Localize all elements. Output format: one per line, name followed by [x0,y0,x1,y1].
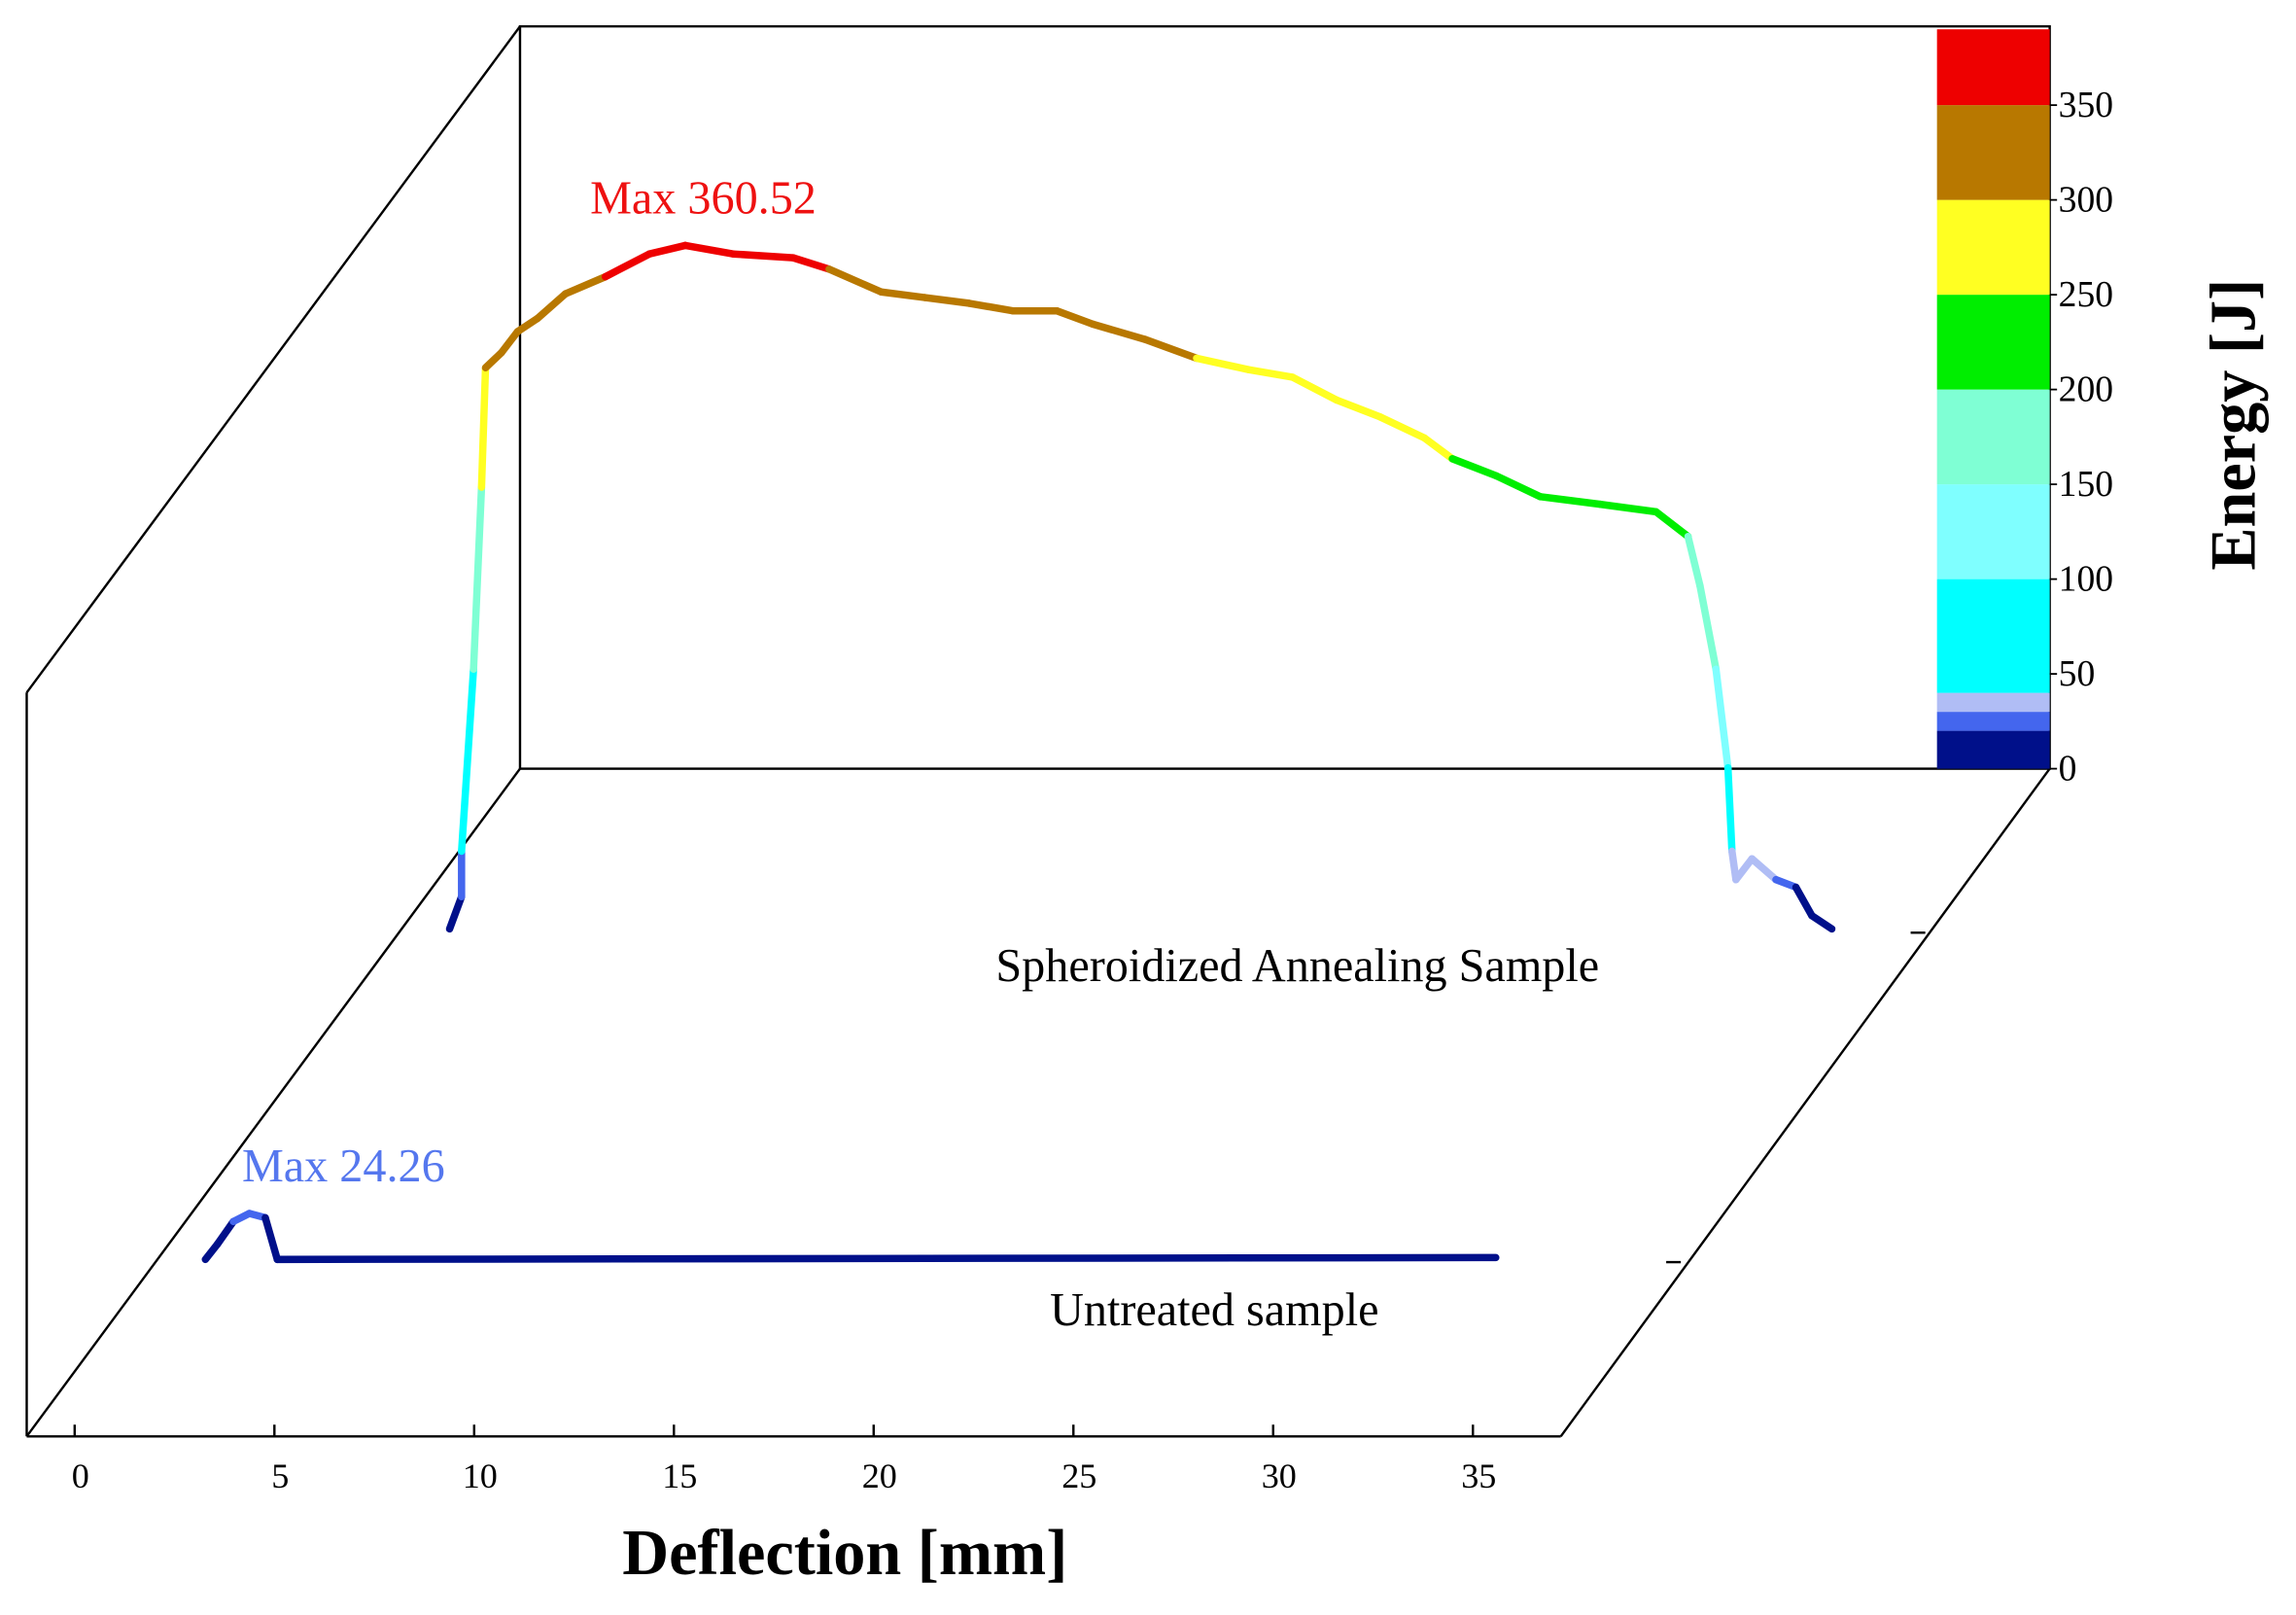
curve-segment [1448,455,1501,480]
colorbar-tick-label: 350 [2059,85,2113,125]
curve-segment [534,290,570,323]
curve-segment [481,348,505,371]
colorbar-label: Energy [J] [2198,279,2269,571]
curve-segment [1732,855,1757,884]
curve-segment [498,328,522,357]
curve-segment [1696,581,1721,674]
x-tick-label: 25 [1061,1457,1096,1495]
curve-segment [1333,396,1384,421]
frame-edge [25,25,521,694]
colorbar-tick-label: 200 [2059,369,2113,410]
curve-segment [1420,434,1456,463]
curve-segment [645,241,689,258]
colorbar-tick-label: 250 [2059,274,2113,315]
curve-segment [602,250,653,281]
max-annotation: Max 360.52 [590,172,817,224]
curve-segment [1288,373,1340,404]
x-tick-label: 35 [1461,1457,1496,1495]
curve-segment [513,314,541,335]
curve-segment [825,265,886,296]
colorbar-band [1936,579,2050,693]
curve-segment [458,665,477,856]
curve-segment [445,893,466,933]
colorbar-band [1936,484,2050,579]
curve-segment [1140,335,1200,363]
curve-segment [681,241,738,258]
curve-segment [1792,883,1816,920]
x-tick-label: 0 [72,1457,89,1495]
colorbar-band [1936,199,2050,296]
colorbar-band [1936,389,2050,485]
frame-edge [25,767,521,1437]
curve-segment [1712,665,1732,772]
curve-segment [470,483,486,674]
back-wall [518,24,2051,770]
colorbar-band [1936,730,2050,769]
curve-segment [1748,855,1780,884]
curve-segment [729,250,797,262]
curve-segment [1808,911,1836,933]
x-tick-label: 30 [1262,1457,1297,1495]
colorbar-band [1936,712,2050,731]
curve-segment [965,299,1017,315]
colorbar-tick-label: 300 [2059,180,2113,221]
curve-segment [1652,508,1692,541]
max-annotation: Max 24.26 [242,1141,445,1192]
curve-segment [1244,366,1297,381]
curve-segment [273,1253,1500,1264]
axes-frame [25,24,2051,1438]
curve-segment [1053,306,1096,329]
curve-segment [877,288,929,301]
curve-segment [1723,763,1736,856]
curve-segment [1492,472,1545,501]
curve-segment [789,254,833,273]
curve-segment [921,294,973,307]
curve-segment [261,1213,282,1264]
colorbar-band [1936,295,2050,390]
x-tick-label: 20 [862,1457,897,1495]
curve-segment [561,272,609,298]
curve-segment [1596,500,1660,516]
series-label: Spheroidized Annealing Sample [995,940,1599,992]
colorbar-band [1936,105,2050,200]
curve-segment [1536,493,1604,509]
frame-edge [1559,767,2051,1437]
x-tick-label: 10 [463,1457,498,1495]
colorbar-tick-label: 150 [2059,464,2113,505]
colorbar-tick-label: 0 [2059,749,2077,790]
x-tick-label: 5 [271,1457,289,1495]
x-tick-label: 15 [662,1457,697,1495]
curve-segment [1089,320,1149,343]
curve-segment [213,1217,237,1248]
colorbar-band [1936,29,2050,106]
x-axis-label: Deflection [mm] [622,1518,1067,1589]
curve-segment [477,364,490,491]
curve-segment [1376,413,1429,442]
colorbar-tick-label: 100 [2059,559,2113,600]
curve-segment [1684,532,1704,590]
colorbar-band [1936,692,2050,713]
colorbar-tick-label: 50 [2059,653,2096,694]
series-label: Untreated sample [1050,1284,1378,1336]
curve-segment [1193,354,1253,373]
